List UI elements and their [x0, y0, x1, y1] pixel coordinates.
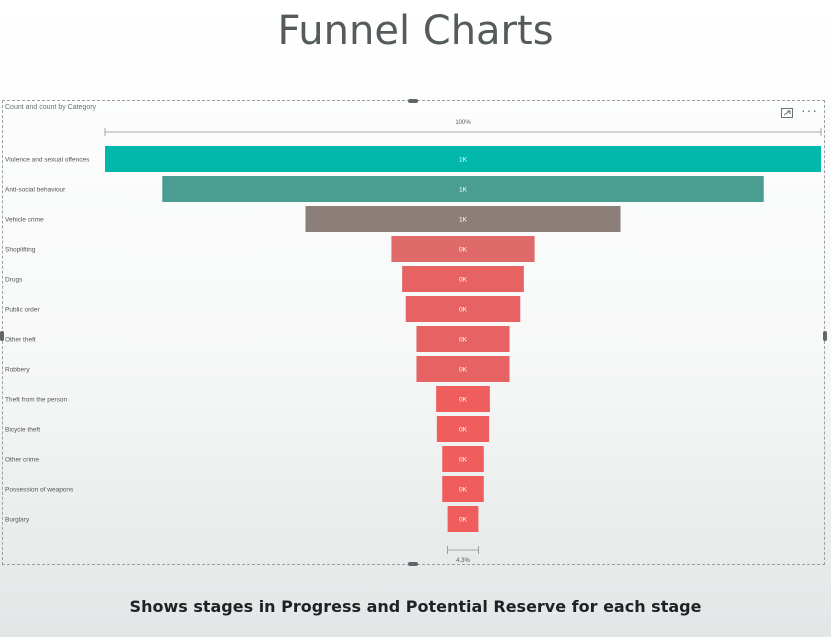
funnel-bar	[402, 266, 524, 292]
focus-mode-icon[interactable]	[781, 105, 793, 118]
funnel-bar-label: 1K	[459, 156, 468, 163]
more-options-icon[interactable]: ···	[801, 102, 818, 118]
visual-title: Count and count by Category	[5, 104, 97, 111]
funnel-category-label: Shoplifting	[5, 246, 36, 253]
funnel-bar	[442, 476, 484, 502]
funnel-chart: 100% 1K Violence and sexual offences 1K Anti…	[5, 120, 822, 564]
funnel-bar	[436, 416, 490, 442]
funnel-category-label: Theft from the person	[5, 396, 68, 403]
funnel-category-label: Robbery	[5, 366, 30, 373]
funnel-bar-label: 1K	[459, 216, 468, 223]
visual-toolbar: ···	[781, 102, 818, 118]
top-percent-label: 100%	[455, 120, 471, 126]
funnel-bar-label: 0K	[459, 306, 468, 313]
funnel-category-label: Other crime	[5, 456, 39, 463]
funnel-bar	[391, 236, 535, 262]
funnel-visual[interactable]: Count and count by Category ··· 100% 1K Vi…	[0, 99, 827, 566]
funnel-bar	[405, 296, 521, 322]
funnel-bar-label: 0K	[459, 246, 468, 253]
funnel-category-label: Drugs	[5, 276, 23, 283]
funnel-bar-label: 0K	[459, 486, 468, 493]
funnel-bar-label: 0K	[459, 336, 468, 343]
funnel-bar-label: 0K	[459, 366, 468, 373]
funnel-bar-label: 0K	[459, 516, 468, 523]
funnel-bar-label: 0K	[459, 426, 468, 433]
slide-caption: Shows stages in Progress and Potential R…	[129, 597, 702, 616]
funnel-bar	[305, 206, 621, 232]
funnel-bar-label: 0K	[459, 396, 468, 403]
resize-handle-right[interactable]	[823, 331, 827, 341]
funnel-bar	[105, 146, 821, 172]
funnel-category-label: Vehicle crime	[5, 216, 44, 223]
funnel-bar-label: 1K	[459, 186, 468, 193]
funnel-bar	[447, 506, 479, 532]
funnel-category-label: Other theft	[5, 336, 36, 343]
funnel-category-label: Public order	[5, 306, 41, 313]
funnel-bar	[162, 176, 764, 202]
bottom-percent-label: 4.3%	[456, 558, 470, 564]
slide-title: Funnel Charts	[277, 8, 554, 54]
funnel-category-label: Bicycle theft	[5, 426, 40, 433]
resize-handle-top[interactable]	[408, 99, 418, 103]
funnel-category-label: Burglary	[5, 516, 30, 523]
resize-handle-bottom[interactable]	[408, 562, 418, 566]
resize-handle-left[interactable]	[0, 331, 4, 341]
funnel-category-label: Possession of weapons	[5, 486, 74, 493]
funnel-bar-label: 0K	[459, 276, 468, 283]
funnel-bar	[416, 326, 510, 352]
funnel-bar	[436, 386, 490, 412]
funnel-bar	[416, 356, 510, 382]
funnel-bar	[442, 446, 484, 472]
funnel-category-label: Anti-social behaviour	[5, 186, 66, 193]
funnel-bar-label: 0K	[459, 456, 468, 463]
funnel-category-label: Violence and sexual offences	[5, 156, 90, 163]
